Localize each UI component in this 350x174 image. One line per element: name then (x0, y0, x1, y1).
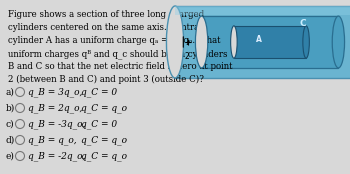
Text: q_B = 3q_o,: q_B = 3q_o, (28, 87, 82, 97)
Text: c): c) (6, 120, 15, 129)
Text: q_B = -2q_o,: q_B = -2q_o, (28, 151, 85, 161)
Text: q_C = q_o: q_C = q_o (81, 151, 127, 161)
Text: B and C so that the net electric field is zero at point: B and C so that the net electric field i… (8, 62, 232, 71)
Text: 2: 2 (185, 52, 190, 61)
Bar (234, 26, 306, 58)
Text: C: C (300, 19, 307, 29)
Ellipse shape (167, 6, 183, 78)
Text: q_B = -3q_o,: q_B = -3q_o, (28, 119, 85, 129)
Text: q_C = 0: q_C = 0 (81, 119, 117, 129)
Ellipse shape (231, 26, 237, 58)
Text: q_B = q_o,: q_B = q_o, (28, 135, 77, 145)
Text: 2 (between B and C) and point 3 (outside C)?: 2 (between B and C) and point 3 (outside… (8, 75, 204, 84)
Ellipse shape (303, 26, 309, 58)
Text: Figure shows a section of three long charged: Figure shows a section of three long cha… (8, 10, 204, 19)
Text: q_C = q_o: q_C = q_o (81, 103, 127, 113)
Text: uniform charges qᴮ and q_c should be on cylinders: uniform charges qᴮ and q_c should be on … (8, 49, 228, 59)
Bar (175, 6, 350, 78)
Text: q_C = 0: q_C = 0 (81, 87, 117, 97)
Text: b): b) (6, 104, 15, 113)
Text: cylinders centered on the same axis. Central: cylinders centered on the same axis. Cen… (8, 23, 202, 32)
Text: e): e) (6, 152, 15, 160)
Text: A: A (256, 35, 262, 45)
Bar (175, 6, 350, 15)
Text: q_B = 2q_o,: q_B = 2q_o, (28, 103, 82, 113)
Text: d): d) (6, 136, 15, 144)
Text: q_C = q_o: q_C = q_o (81, 135, 127, 145)
Bar (202, 16, 338, 68)
Ellipse shape (332, 16, 344, 68)
Text: cylinder A has a uniform charge qₐ = +3qₒ. What: cylinder A has a uniform charge qₐ = +3q… (8, 36, 220, 45)
Ellipse shape (195, 16, 208, 68)
Text: a): a) (6, 88, 15, 97)
